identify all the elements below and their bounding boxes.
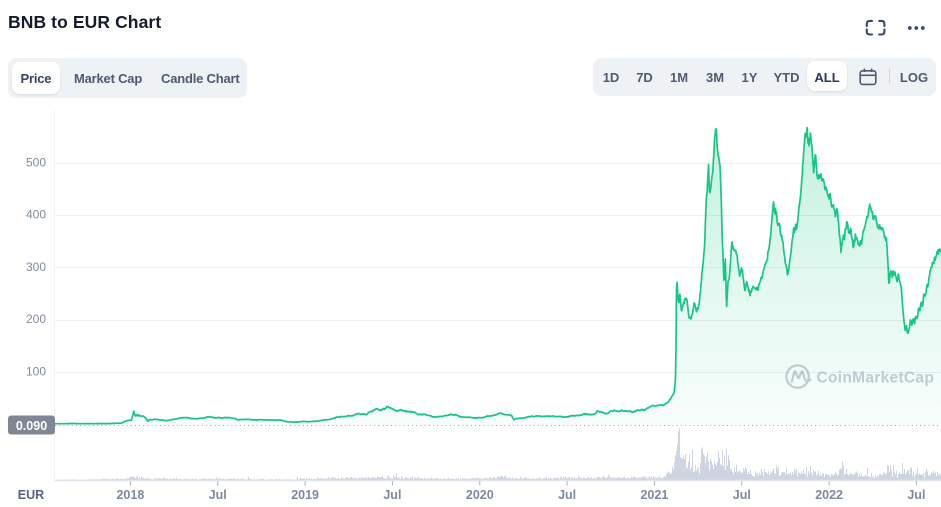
svg-text:500: 500 <box>26 155 46 169</box>
svg-text:2019: 2019 <box>291 488 319 502</box>
svg-text:Jul: Jul <box>558 488 576 502</box>
svg-text:Jul: Jul <box>209 488 227 502</box>
svg-text:EUR: EUR <box>18 488 44 502</box>
svg-text:2022: 2022 <box>815 488 843 502</box>
svg-text:2021: 2021 <box>640 488 668 502</box>
svg-text:0.090: 0.090 <box>16 419 47 433</box>
svg-text:300: 300 <box>26 260 46 274</box>
svg-text:100: 100 <box>26 365 46 379</box>
svg-text:2020: 2020 <box>466 488 494 502</box>
svg-text:400: 400 <box>26 208 46 222</box>
svg-text:200: 200 <box>26 312 46 326</box>
svg-text:Jul: Jul <box>907 488 925 502</box>
svg-text:2018: 2018 <box>116 488 144 502</box>
svg-text:Jul: Jul <box>733 488 751 502</box>
svg-text:CoinMarketCap: CoinMarketCap <box>817 370 935 387</box>
svg-text:Jul: Jul <box>383 488 401 502</box>
